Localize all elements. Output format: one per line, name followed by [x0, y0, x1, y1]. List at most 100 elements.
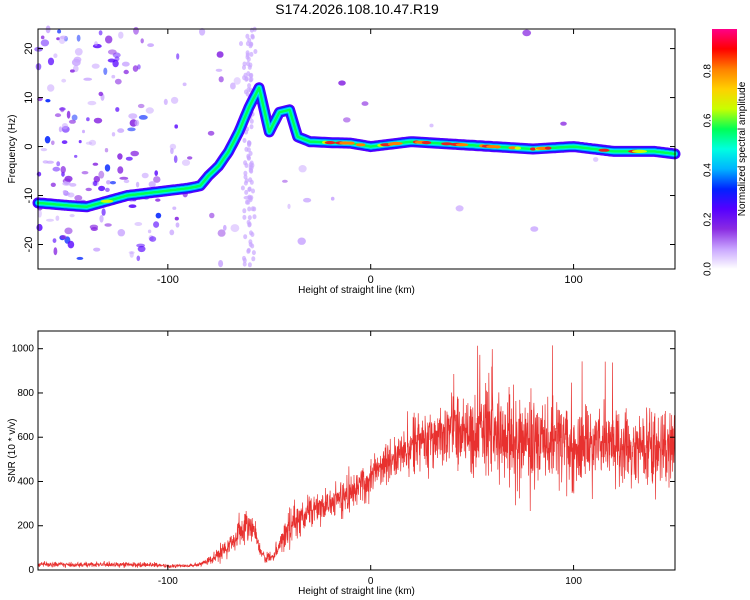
spectrogram-noise-blob — [56, 161, 61, 167]
spectrogram-noise-blob — [134, 222, 143, 226]
snr-y-axis: 0 200 400 600 800 1000 — [12, 344, 675, 576]
y-tick-label: -10 — [23, 188, 35, 204]
spectrogram-hotspot — [530, 147, 536, 151]
spectrogram-hotspot — [632, 149, 647, 153]
spectrogram-noise-blob — [74, 195, 83, 201]
spectrogram-noise-blob — [53, 53, 58, 58]
spectrogram-noise-blob — [104, 164, 111, 172]
spectrogram-noise-blob — [91, 63, 100, 69]
spectrogram-noise-blob — [182, 82, 187, 87]
spectrogram-noise-blob — [250, 232, 255, 237]
spectrogram-noise-blob — [93, 117, 103, 124]
spectrogram-noise-blob — [117, 128, 125, 133]
spectrogram-noise-blob — [64, 175, 73, 182]
spectrogram-noise-blob — [54, 113, 62, 118]
y-tick-label: 0 — [28, 565, 34, 576]
y-tick-label: -20 — [23, 237, 35, 253]
spectrogram-hotspot — [598, 148, 610, 152]
spectrogram-noise-blob — [147, 229, 152, 234]
spectrogram-noise-blob — [218, 260, 224, 268]
spectrogram-hotspot — [355, 143, 366, 147]
spectrogram-noise-blob — [298, 165, 307, 173]
spectrogram-noise-blob — [251, 250, 256, 256]
spectrogram-noise-blob — [74, 48, 83, 56]
spectrogram-noise-blob — [51, 140, 55, 146]
spectrogram-noise-blob — [242, 261, 247, 267]
spectrogram-noise-blob — [147, 43, 155, 47]
spectrogram-noise-blob — [246, 56, 251, 62]
spectrogram-noise-blob — [64, 227, 73, 235]
spectrogram-noise-blob — [123, 179, 130, 184]
y-tick-label: 400 — [17, 476, 34, 487]
spectrogram-hotspot — [494, 145, 501, 149]
spectrogram-noise-blob — [110, 181, 116, 185]
spectrogram-noise-blob — [128, 113, 138, 119]
spectrogram-noise-blob — [93, 180, 98, 186]
snr-x-axis: -100 0 100 — [158, 331, 582, 587]
spectrogram-hotspot — [324, 141, 336, 145]
spectrogram-noise-blob — [155, 212, 162, 219]
spectrogram-noise-blob — [247, 37, 252, 43]
spectrogram-noise-blob — [245, 91, 250, 97]
spectrogram-noise-blob — [216, 51, 224, 58]
spectrogram-noise-blob — [175, 222, 180, 228]
spectrogram-noise-blob — [134, 119, 140, 127]
snr-y-label: SNR (10 * v/v) — [7, 419, 18, 483]
spectrogram-noise-blob — [215, 68, 223, 72]
figure-title: S174.2026.108.10.47.R19 — [275, 1, 439, 17]
spectrogram-noise-blob — [76, 34, 81, 42]
colorbar-tick-label: 0.4 — [703, 163, 714, 177]
spectrogram-noise-blob — [242, 138, 247, 143]
spectrogram-noise-blob — [154, 170, 158, 177]
spectrogram-noise-blob — [73, 56, 82, 63]
spectrogram-noise-blob — [249, 51, 254, 57]
spectrogram-noise-blob — [105, 35, 113, 44]
spectrogram-noise-blob — [242, 75, 247, 81]
spectrogram-noise-blob — [249, 124, 254, 130]
spectrogram-noise-blob — [174, 216, 179, 221]
spectrogram-noise-blob — [429, 123, 434, 128]
spectrogram-noise-blob — [98, 170, 105, 179]
spectrogram-noise-blob — [249, 118, 254, 124]
spectrogram-noise-blob — [98, 185, 106, 192]
spectrogram-noise-blob — [104, 148, 109, 153]
spectrogram-noise-blob — [61, 78, 67, 83]
colorbar-tick-label: 0.2 — [703, 212, 714, 226]
spectrogram-noise-blob — [53, 247, 58, 256]
spectrogram-noise-blob — [209, 212, 215, 219]
spectrogram-noise-blob — [92, 162, 99, 166]
colorbar-tick-label: 0.0 — [703, 262, 714, 276]
spectrogram-noise-blob — [60, 166, 66, 174]
spectrogram-noise-blob — [69, 183, 77, 187]
spectrogram-noise-blob — [245, 33, 250, 39]
spectrogram-noise-blob — [85, 187, 92, 192]
spectrogram-noise-blob — [233, 77, 241, 85]
spectrogram-noise-blob — [247, 140, 251, 146]
spectrogram-noise-blob — [104, 223, 112, 227]
spectrogram-noise-blob — [242, 255, 246, 261]
spectrogram-hotspot — [346, 141, 355, 145]
spectrogram-noise-blob — [218, 76, 224, 83]
spectrogram-ridge-layer — [32, 82, 681, 213]
spectrogram-noise-blob — [248, 77, 253, 83]
y-tick-label: 800 — [17, 388, 34, 399]
spectrogram-noise-blob — [78, 140, 82, 144]
spectrogram-noise-blob — [303, 197, 312, 203]
spectrogram-noise-blob — [46, 218, 54, 222]
spectrogram-noise-blob — [246, 155, 251, 161]
spectrogram-noise-blob — [149, 236, 157, 242]
spectrogram-noise-blob — [115, 107, 120, 112]
spectrogram-noise-blob — [247, 262, 252, 268]
spectrogram-noise-blob — [593, 157, 599, 162]
spectrogram-noise-blob — [287, 203, 291, 209]
y-tick-label: 0 — [23, 143, 35, 149]
spectrogram-noise-blob — [68, 119, 76, 124]
colorbar-tick-label: 0.8 — [703, 64, 714, 78]
spectrogram-noise-blob — [57, 29, 62, 34]
spectrogram-noise-blob — [88, 139, 97, 146]
spectrogram-noise-blob — [58, 126, 63, 133]
spectrogram-noise-blob — [169, 229, 175, 236]
spectrogram-noise-blob — [123, 69, 129, 75]
spectrogram-noise-blob — [246, 61, 250, 67]
